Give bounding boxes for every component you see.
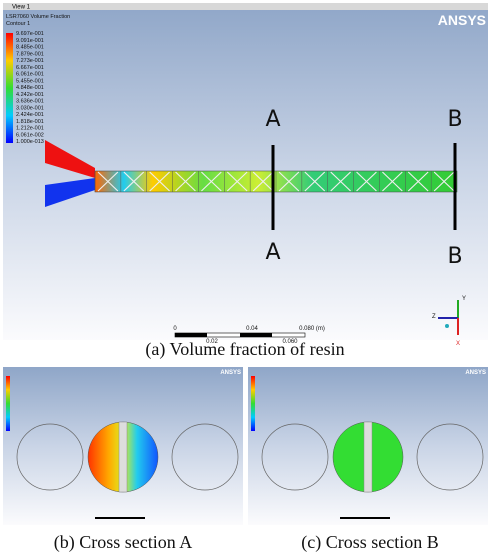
scale-bar-segment xyxy=(240,333,272,337)
mixer-blade xyxy=(201,171,222,192)
legend-value: 4.242e-001 xyxy=(16,92,44,98)
logo: ANSYS xyxy=(465,370,486,376)
axis-label: X xyxy=(456,341,460,347)
section-view-b: ANSYS xyxy=(248,367,488,525)
legend-value: 6.061e-002 xyxy=(16,132,44,138)
caption: (c) Cross section B xyxy=(301,532,438,553)
mixer-blade xyxy=(149,171,170,192)
colorbar xyxy=(6,376,10,431)
legend-value: 5.455e-001 xyxy=(16,78,44,84)
axis-origin xyxy=(445,324,449,328)
scale-label: 0.080 (m) xyxy=(299,326,325,332)
legend-value: 4.848e-001 xyxy=(16,85,44,91)
legend-value: 1.818e-001 xyxy=(16,119,44,125)
legend-subtitle: Contour 1 xyxy=(6,21,30,27)
mixer-blade xyxy=(278,171,300,192)
legend-value: 7.879e-001 xyxy=(16,51,44,57)
mixer-blade xyxy=(123,171,145,192)
mixer-blade xyxy=(363,421,373,493)
mixer-blade xyxy=(226,171,248,192)
mixer-blade xyxy=(407,171,429,192)
scale-label: 0.060 xyxy=(282,339,298,345)
mixer-blade xyxy=(433,171,455,192)
legend-value: 2.424e-001 xyxy=(16,112,44,118)
mixer-blade xyxy=(382,171,403,192)
scale-bar-segment xyxy=(175,333,207,337)
section-view-a: ANSYS xyxy=(3,367,243,525)
scale-bar xyxy=(340,517,390,519)
legend-value: 3.030e-001 xyxy=(16,105,44,111)
colorbar xyxy=(6,33,13,143)
legend-value: 7.273e-001 xyxy=(16,58,44,64)
scale-label: 0.04 xyxy=(246,326,258,332)
section-label: B xyxy=(447,244,462,269)
mixer-blade xyxy=(97,171,119,192)
mixer-blade xyxy=(118,421,128,493)
logo: ANSYS xyxy=(438,12,486,28)
legend-value: 1.000e-013 xyxy=(16,139,44,145)
legend-value: 6.667e-001 xyxy=(16,65,44,71)
axis-label: Z xyxy=(432,314,436,320)
view-label: View 1 xyxy=(12,5,31,11)
scale-bar xyxy=(95,517,145,519)
section-label: A xyxy=(265,240,280,265)
section-label: B xyxy=(447,107,462,132)
colorbar xyxy=(251,376,255,431)
axis-label: Y xyxy=(462,296,466,302)
outline xyxy=(16,423,84,491)
section-label: A xyxy=(265,107,280,132)
inlet-resin xyxy=(45,140,95,178)
caption: (b) Cross section A xyxy=(54,532,193,553)
inlet-other xyxy=(45,178,95,207)
legend-value: 9.091e-001 xyxy=(16,38,44,44)
scale-label: 0 xyxy=(173,326,177,332)
legend-value: 1.212e-001 xyxy=(16,126,44,132)
view-tab xyxy=(3,3,488,10)
outline xyxy=(261,423,329,491)
legend-title: LSR7060 Volume Fraction xyxy=(6,14,70,20)
caption: (a) Volume fraction of resin xyxy=(145,339,344,360)
outline xyxy=(171,423,239,491)
mixer-elements xyxy=(94,171,455,192)
outline xyxy=(416,423,484,491)
legend-value: 3.636e-001 xyxy=(16,99,44,105)
mixer-blade xyxy=(175,171,196,192)
scale-label: 0.02 xyxy=(206,339,218,345)
main-view: View 1 ANSYS LSR7060 Volume Fraction Con… xyxy=(3,3,488,347)
legend-value: 9.697e-001 xyxy=(16,31,44,37)
mixer-blade xyxy=(330,171,351,192)
legend-values: 9.697e-0019.091e-0018.485e-0017.879e-001… xyxy=(16,31,44,145)
mixer-blade xyxy=(252,171,274,192)
legend-value: 8.485e-001 xyxy=(16,45,44,51)
mixer-blade xyxy=(356,171,377,192)
legend-value: 6.061e-001 xyxy=(16,72,44,78)
logo: ANSYS xyxy=(220,370,241,376)
mixer-blade xyxy=(304,171,326,192)
